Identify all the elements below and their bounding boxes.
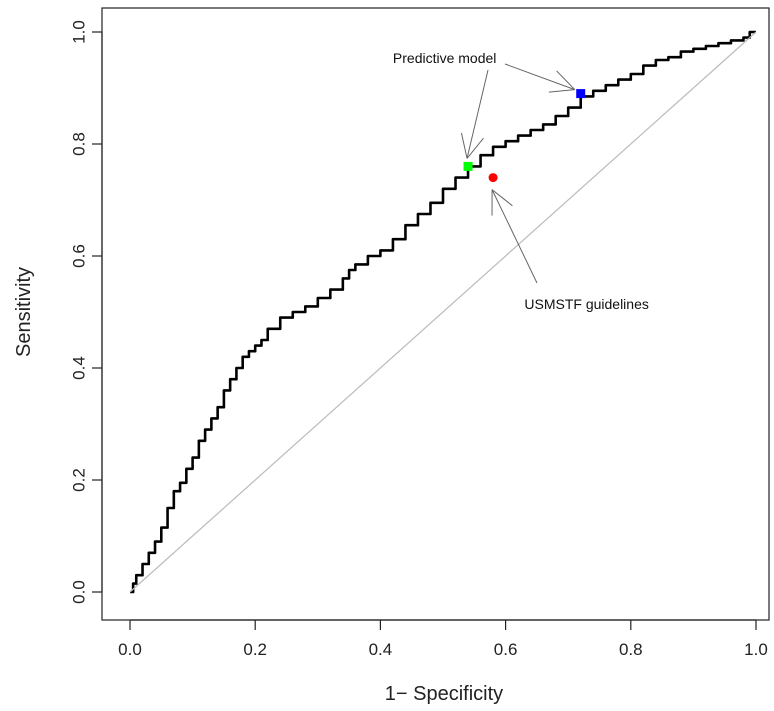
x-tick-label: 0.4: [369, 640, 393, 659]
y-axis-title: Sensitivity: [13, 267, 35, 357]
marker-point-square: [463, 161, 473, 171]
annotation-layer: Predictive model USMSTF guidelines: [393, 50, 649, 312]
arrow-to-blue-point: [504, 63, 575, 91]
series-layer: [129, 30, 757, 594]
arrow-to-red-point: [491, 189, 538, 284]
point-layer: [463, 89, 586, 183]
x-tick-label: 0.8: [619, 640, 643, 659]
reference-diagonal-line: [129, 31, 757, 593]
x-tick-label: 1.0: [744, 640, 768, 659]
x-axis-title: 1− Specificity: [385, 683, 503, 705]
x-tick-label: 0.6: [494, 640, 518, 659]
arrow-to-green-point: [466, 69, 489, 159]
y-tick-label: 0.2: [69, 468, 88, 492]
arrow-to-green-point-head: [460, 132, 468, 159]
x-axis: 0.0 0.2 0.4 0.6 0.8 1.0: [118, 619, 768, 659]
annotation-label: Predictive model: [393, 50, 497, 66]
y-tick-label: 0.0: [69, 580, 88, 604]
y-tick-label: 0.6: [69, 244, 88, 268]
annotation-label: USMSTF guidelines: [524, 296, 649, 312]
roc-curve-line: [130, 30, 756, 594]
y-tick-label: 1.0: [69, 20, 88, 44]
marker-point-square: [576, 89, 586, 99]
y-tick-label: 0.4: [69, 356, 88, 380]
arrow-to-red-point-head: [491, 189, 513, 207]
marker-point-circle: [488, 173, 498, 183]
x-tick-label: 0.2: [243, 640, 267, 659]
y-axis: 0.0 0.2 0.4 0.6 0.8 1.0: [69, 20, 103, 604]
arrow-to-green-point-head: [466, 137, 484, 159]
arrow-to-blue-point-head: [548, 89, 575, 93]
arrow-to-blue-point-head: [556, 70, 576, 90]
y-tick-label: 0.8: [69, 132, 88, 156]
x-tick-label: 0.0: [118, 640, 142, 659]
